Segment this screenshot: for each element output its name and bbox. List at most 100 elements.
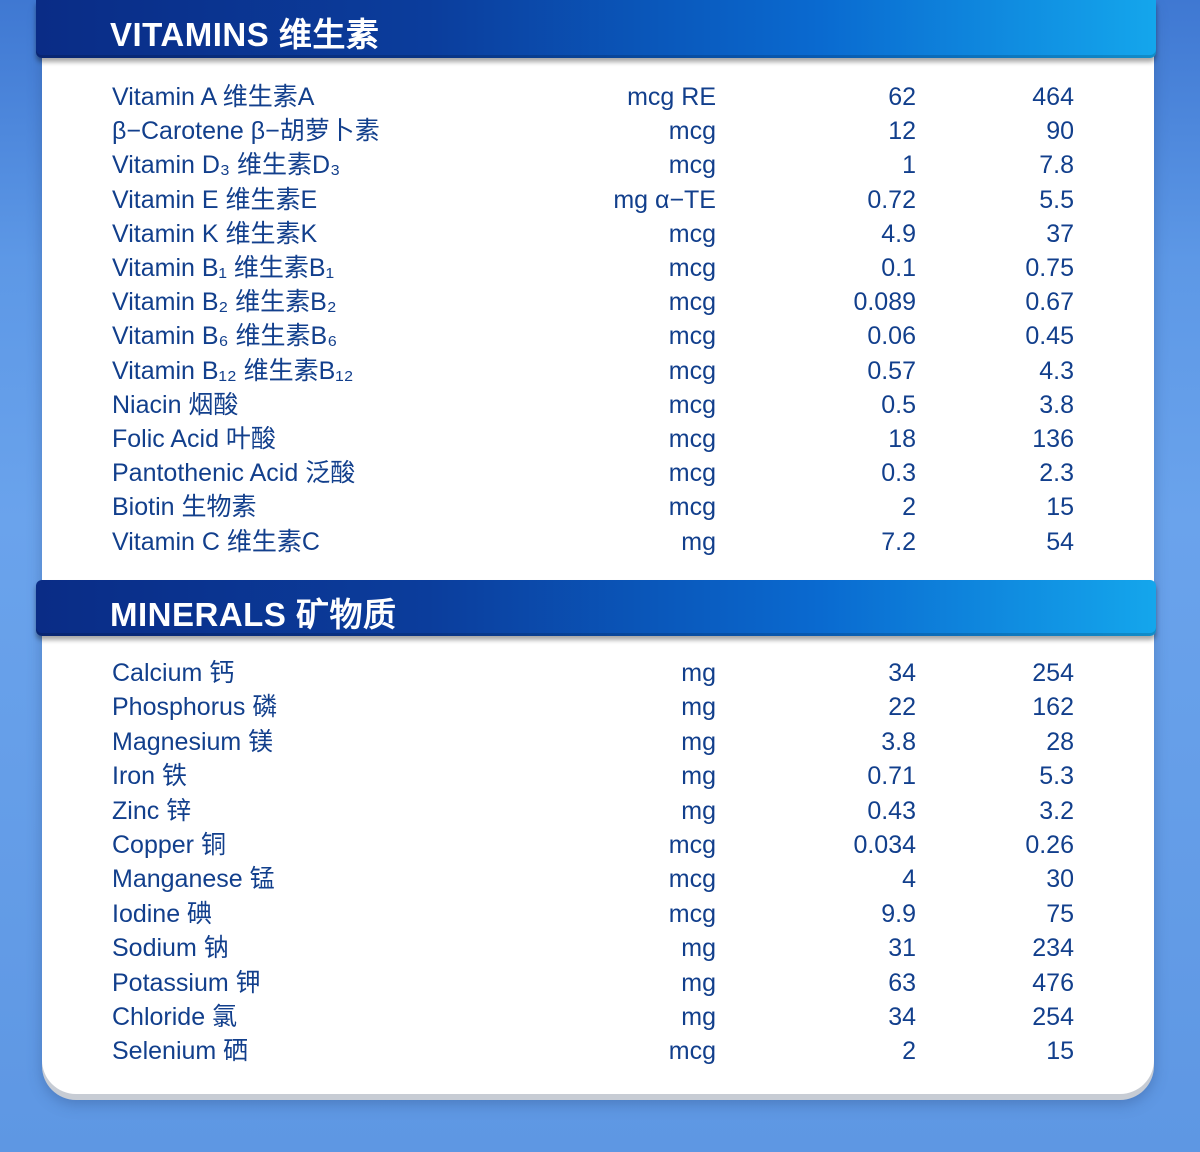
nutrient-name: Zinc 锌 [112,796,192,825]
table-row: Pantothenic Acid 泛酸 mcg 0.3 2.3 [0,456,1200,490]
nutrient-name: Vitamin B₂ 维生素B₂ [112,288,337,317]
minerals-header-band: MINERALS 矿物质 [36,580,1156,636]
value-cell-2: 5.3 [1039,762,1074,791]
value-cell-1: 62 [888,83,916,111]
table-row: Phosphorus 磷 mg 22 162 [0,690,1200,724]
value-cell-1: 0.3 [881,459,916,488]
value-cell-2: 90 [1046,117,1074,146]
vitamins-header-band: VITAMINS 维生素 [36,0,1156,58]
nutrient-name: Vitamin K 维生素K [112,219,318,248]
table-row: Iodine 碘 mcg 9.9 75 [0,897,1200,931]
nutrient-name: Iodine 碘 [112,899,213,928]
unit-cell: mcg [668,219,716,248]
nutrient-name: Vitamin C 维生素C [112,527,320,556]
nutrient-name: Iron 铁 [112,762,188,791]
unit-cell: mcg [668,831,716,859]
value-cell-2: 15 [1046,1037,1074,1066]
nutrient-name: Folic Acid 叶酸 [112,425,276,453]
table-row: Manganese 锰 mcg 4 30 [0,862,1200,896]
table-row: Vitamin K 维生素K mcg 4.9 37 [0,217,1200,251]
nutrient-name: Potassium 钾 [112,968,261,997]
nutrient-name: Vitamin E 维生素E [112,185,318,214]
value-cell-2: 0.75 [1025,254,1074,282]
table-row: Vitamin B₂ 维生素B₂ mcg 0.089 0.67 [0,285,1200,319]
table-row: Vitamin C 维生素C mg 7.2 54 [0,525,1200,559]
unit-cell: mg [681,934,716,963]
unit-cell: mcg [668,425,716,453]
table-row: Folic Acid 叶酸 mcg 18 136 [0,422,1200,456]
nutrient-name: Chloride 氯 [112,1003,238,1031]
nutrient-name: Biotin 生物素 [112,493,257,522]
unit-cell: mg [681,796,716,825]
unit-cell: mcg [668,356,716,385]
unit-cell: mg [681,727,716,756]
unit-cell: mg [681,659,716,687]
nutrient-name: Magnesium 镁 [112,727,274,756]
unit-cell: mcg [668,390,716,419]
value-cell-1: 3.8 [881,727,916,756]
unit-cell: mg [681,1003,716,1031]
table-row: Sodium 钠 mg 31 234 [0,931,1200,965]
value-cell-2: 54 [1046,527,1074,556]
value-cell-2: 5.5 [1039,185,1074,214]
unit-cell: mcg [668,865,716,894]
table-row: Zinc 锌 mg 0.43 3.2 [0,794,1200,828]
table-row: Vitamin A 维生素A mcg RE 62 464 [0,80,1200,114]
unit-cell: mg [681,527,716,556]
nutrient-name: Phosphorus 磷 [112,693,278,722]
value-cell-2: 464 [1032,83,1074,111]
nutrient-name: Selenium 硒 [112,1037,249,1066]
value-cell-1: 0.06 [867,322,916,351]
value-cell-1: 0.57 [867,356,916,385]
unit-cell: mg [681,693,716,722]
nutrient-name: Niacin 烟酸 [112,390,239,419]
table-row: Potassium 钾 mg 63 476 [0,966,1200,1000]
nutrient-name: β−Carotene β−胡萝卜素 [112,117,380,146]
value-cell-2: 75 [1046,899,1074,928]
value-cell-1: 0.034 [853,831,916,859]
value-cell-1: 4 [902,865,916,894]
unit-cell: mg [681,968,716,997]
nutrient-name: Pantothenic Acid 泛酸 [112,459,356,488]
unit-cell: mg [681,762,716,791]
value-cell-1: 0.72 [867,185,916,214]
value-cell-2: 15 [1046,493,1074,522]
value-cell-2: 254 [1032,659,1074,687]
value-cell-2: 4.3 [1039,356,1074,385]
unit-cell: mcg [668,322,716,351]
value-cell-2: 7.8 [1039,151,1074,180]
value-cell-1: 0.1 [881,254,916,282]
nutrient-name: Vitamin D₃ 维生素D₃ [112,151,341,180]
nutrient-name: Vitamin B₁ 维生素B₁ [112,254,335,282]
table-row: Magnesium 镁 mg 3.8 28 [0,725,1200,759]
value-cell-1: 2 [902,493,916,522]
unit-cell: mcg [668,254,716,282]
value-cell-2: 37 [1046,219,1074,248]
table-row: Vitamin B₁₂ 维生素B₁₂ mcg 0.57 4.3 [0,354,1200,388]
nutrient-name: Manganese 锰 [112,865,275,894]
value-cell-1: 34 [888,1003,916,1031]
unit-cell: mcg [668,493,716,522]
unit-cell: mcg [668,288,716,317]
table-row: Vitamin B₆ 维生素B₆ mcg 0.06 0.45 [0,319,1200,353]
value-cell-2: 136 [1032,425,1074,453]
value-cell-2: 0.26 [1025,831,1074,859]
nutrient-name: Vitamin B₁₂ 维生素B₁₂ [112,356,354,385]
minerals-title: MINERALS 矿物质 [110,596,397,633]
value-cell-2: 476 [1032,968,1074,997]
value-cell-2: 3.8 [1039,390,1074,419]
table-row: Vitamin B₁ 维生素B₁ mcg 0.1 0.75 [0,251,1200,285]
value-cell-2: 0.45 [1025,322,1074,351]
value-cell-1: 0.43 [867,796,916,825]
nutrition-panel [42,0,1154,1094]
table-row: Niacin 烟酸 mcg 0.5 3.8 [0,388,1200,422]
value-cell-2: 2.3 [1039,459,1074,488]
value-cell-1: 4.9 [881,219,916,248]
vitamins-title: VITAMINS 维生素 [110,16,380,53]
nutrient-name: Calcium 钙 [112,659,235,687]
nutrient-name: Vitamin B₆ 维生素B₆ [112,322,338,351]
unit-cell: mcg [668,117,716,146]
value-cell-2: 0.67 [1025,288,1074,317]
value-cell-1: 12 [888,117,916,146]
value-cell-1: 9.9 [881,899,916,928]
